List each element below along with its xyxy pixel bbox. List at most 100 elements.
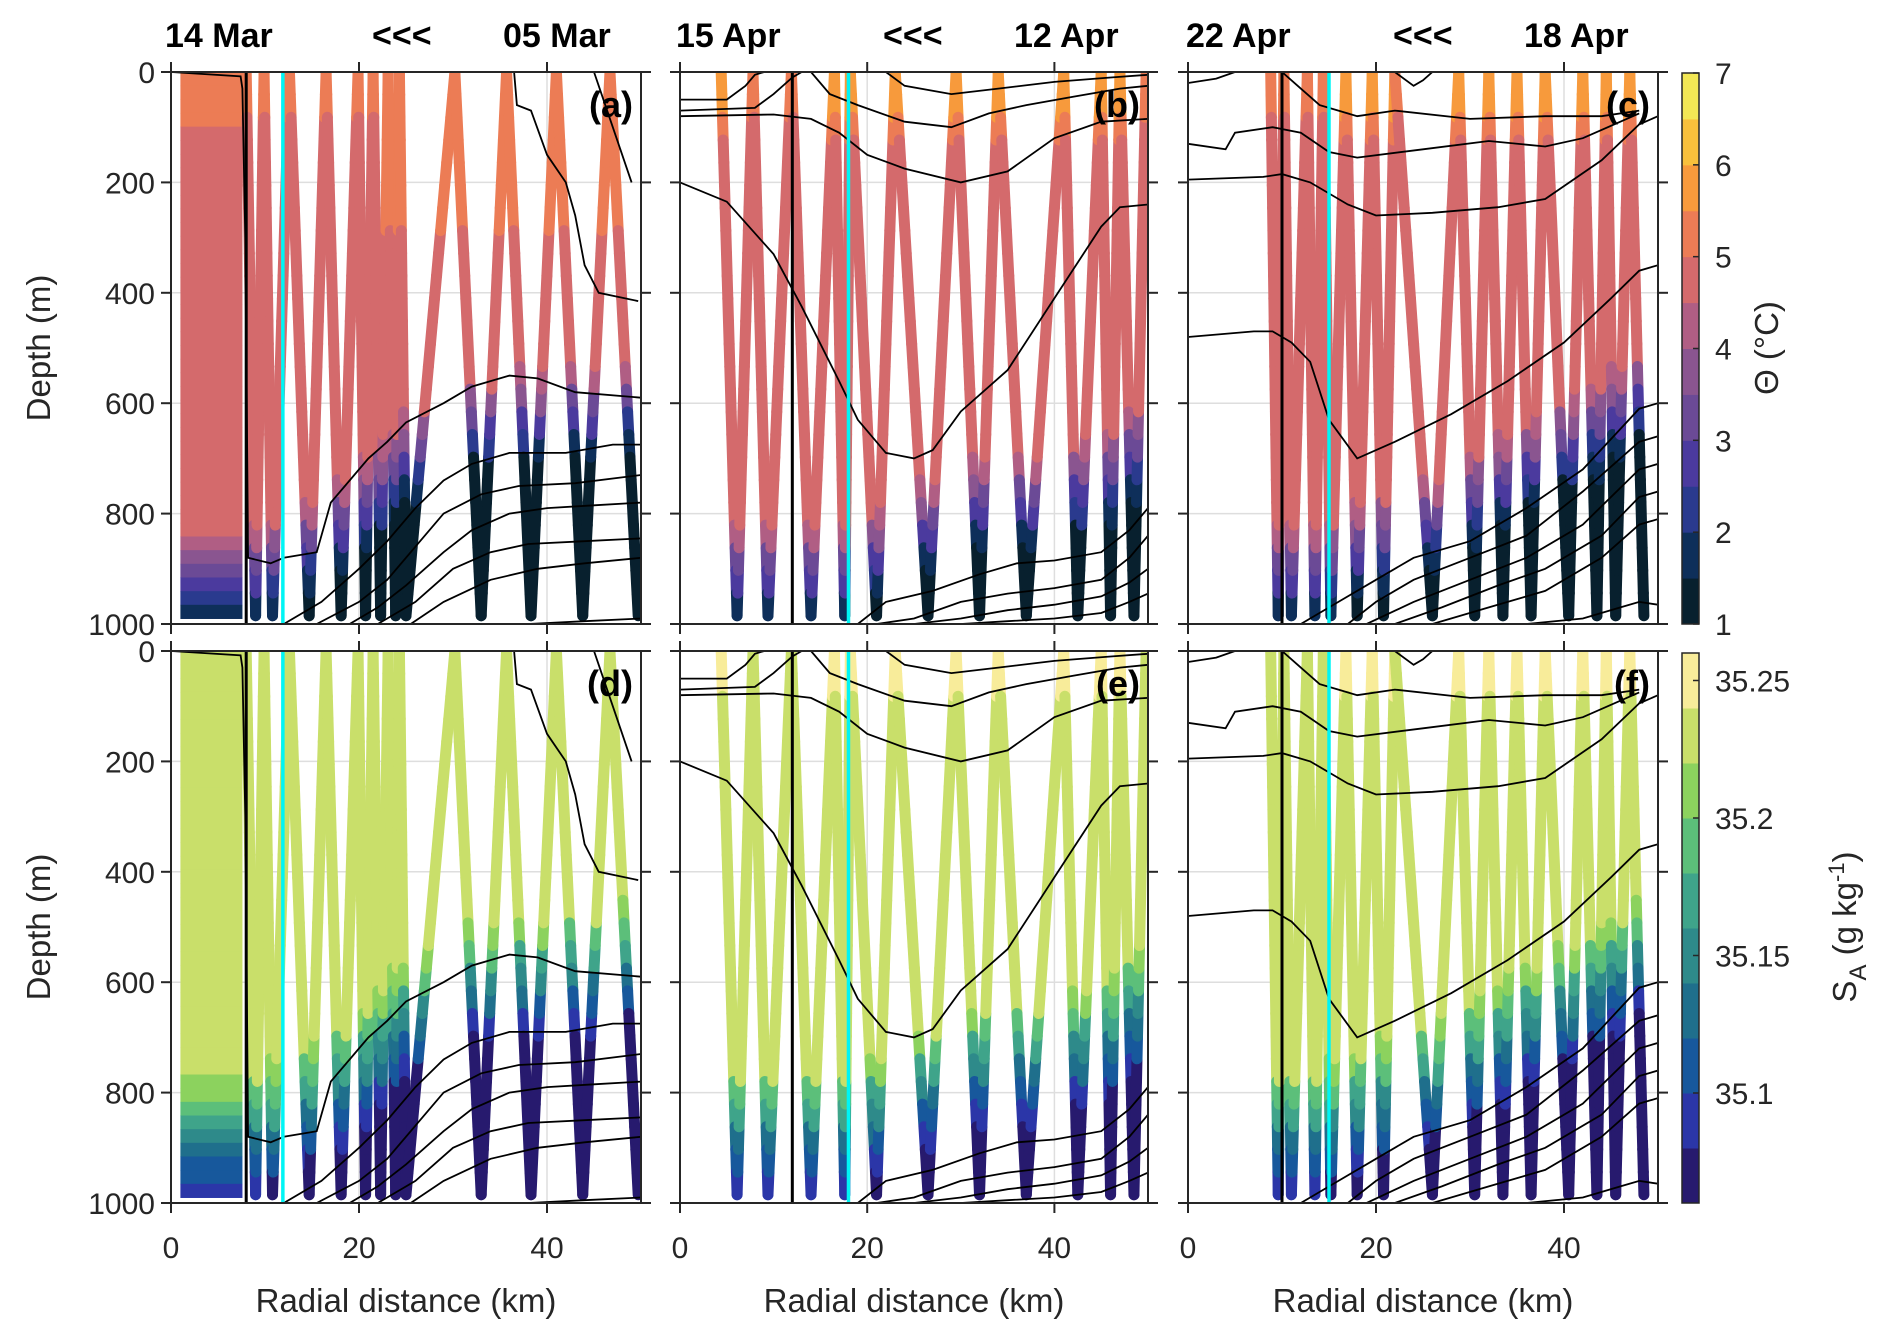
dense-profiles-segment bbox=[180, 550, 243, 565]
plot-area bbox=[1188, 72, 1658, 624]
y-tick-label: 0 bbox=[138, 57, 155, 90]
salinity-colorbar: 35.1 35.15 35.2 35.25 bbox=[1681, 652, 1790, 1204]
isopycnal-contour bbox=[1188, 843, 1658, 1039]
dense-profiles-segment bbox=[180, 828, 243, 843]
dense-profiles-segment bbox=[180, 801, 243, 816]
isopycnal-contour bbox=[1281, 72, 1640, 120]
colorbar-tick-label: 35.15 bbox=[1715, 941, 1790, 974]
colorbar-tick-label: 4 bbox=[1715, 334, 1732, 367]
dense-profiles-segment bbox=[180, 773, 243, 789]
isopycnal-contour bbox=[857, 507, 1148, 624]
isopycnal-contour bbox=[1300, 981, 1658, 1203]
isopycnal-contour bbox=[885, 72, 1148, 96]
colorbar-level bbox=[1682, 118, 1699, 166]
isopycnal-contour bbox=[593, 651, 633, 762]
dense-profiles-segment bbox=[180, 112, 243, 128]
isopycnal-contour bbox=[1394, 72, 1433, 87]
isopycnal-contour bbox=[513, 72, 639, 302]
dense-profiles-segment bbox=[180, 194, 243, 210]
dense-profiles-segment bbox=[180, 746, 243, 761]
isopycnal-contour bbox=[1394, 651, 1433, 666]
isopycnal-contour bbox=[680, 72, 803, 112]
colorbar-level bbox=[1682, 708, 1699, 764]
isopycnal-contour bbox=[680, 181, 1148, 460]
dense-profiles-segment bbox=[180, 85, 243, 100]
glider-profiles bbox=[240, 72, 641, 622]
y-tick-label: 1000 bbox=[88, 609, 155, 642]
isopycnal-contour bbox=[1188, 72, 1236, 84]
colorbar-tick-label: 35.2 bbox=[1715, 803, 1773, 836]
dense-profiles-segment bbox=[180, 509, 243, 524]
x-tick-label: 20 bbox=[851, 1232, 884, 1265]
date-end-a: 05 Mar bbox=[503, 17, 611, 55]
isopycnal-contour bbox=[377, 537, 641, 624]
panel-label-a: (a) bbox=[589, 84, 633, 125]
isopycnal-contour bbox=[593, 72, 633, 183]
y-tick-label: 200 bbox=[105, 167, 155, 200]
dense-profiles-segment bbox=[180, 263, 243, 278]
colorbar-tick-label: 35.25 bbox=[1715, 666, 1790, 699]
colorbar-level bbox=[1682, 348, 1699, 395]
isopycnal-contour bbox=[960, 1171, 1148, 1203]
y-tick-label: 400 bbox=[105, 278, 155, 311]
dense-profiles-segment bbox=[180, 99, 243, 114]
y-tick-label: 800 bbox=[105, 1078, 155, 1111]
y-tick-label: 800 bbox=[105, 499, 155, 532]
dense-profiles-segment bbox=[180, 140, 243, 155]
dense-profiles-segment bbox=[180, 468, 243, 483]
dense-profiles-segment bbox=[180, 965, 243, 980]
dense-profiles-segment bbox=[180, 1006, 243, 1021]
panel-f: 0 20 40 (f) bbox=[1178, 641, 1668, 1265]
dense-profiles-segment bbox=[180, 153, 243, 169]
isopycnal-contour bbox=[680, 651, 803, 691]
isopycnal-contour bbox=[283, 443, 641, 624]
dense-profiles-segment bbox=[180, 978, 243, 994]
isopycnal-contour bbox=[316, 1053, 641, 1203]
dense-profiles-segment bbox=[180, 1047, 243, 1062]
isopycnal-contour bbox=[1432, 518, 1658, 624]
y-tick-label: 1000 bbox=[88, 1188, 155, 1221]
isopycnal-contour bbox=[960, 592, 1148, 624]
dense-profiles-segment bbox=[180, 536, 243, 551]
isopycnal-contour bbox=[316, 474, 641, 624]
colorbar-level bbox=[1682, 1148, 1699, 1204]
colorbar-frame bbox=[1681, 652, 1700, 1204]
date-arrow-c: <<< bbox=[1393, 17, 1453, 55]
panel-label-c: (c) bbox=[1606, 84, 1650, 125]
dense-profiles-segment bbox=[180, 1156, 243, 1171]
dense-profiles-segment bbox=[180, 399, 243, 415]
isopycnal-contour bbox=[876, 1114, 1148, 1203]
dense-profiles-segment bbox=[180, 276, 243, 292]
dense-profiles-segment bbox=[180, 705, 243, 720]
y-tick-label: 400 bbox=[105, 857, 155, 890]
dense-profiles-segment bbox=[180, 181, 243, 196]
isopycnal-contour bbox=[680, 760, 1148, 1039]
date-start-c: 22 Apr bbox=[1186, 17, 1291, 55]
colorbar-level bbox=[1682, 1038, 1699, 1094]
colorbar-level bbox=[1682, 578, 1699, 625]
x-tick-label: 20 bbox=[1359, 1232, 1392, 1265]
isopycnal-contour bbox=[1526, 600, 1658, 624]
isopycnal-contour bbox=[680, 113, 1148, 184]
dense-profiles-segment bbox=[180, 896, 243, 912]
panel-label-b: (b) bbox=[1094, 84, 1140, 125]
dense-profiles-segment bbox=[180, 604, 243, 619]
dense-profiles-segment bbox=[180, 440, 243, 456]
isopycnal-contour bbox=[1188, 694, 1658, 796]
isopycnal-contour bbox=[1366, 463, 1658, 624]
isopycnal-contour bbox=[1188, 651, 1236, 663]
colorbar-level bbox=[1682, 302, 1699, 349]
salinity-label-main: S bbox=[1826, 981, 1863, 1003]
date-start-b: 15 Apr bbox=[676, 17, 781, 55]
date-arrow-a: <<< bbox=[372, 17, 432, 55]
x-tick-label: 0 bbox=[1180, 1232, 1197, 1265]
isopycnal-contour bbox=[1366, 1042, 1658, 1203]
colorbar-level bbox=[1682, 440, 1699, 487]
panel-label-d: (d) bbox=[587, 663, 633, 704]
isopycnal-contour bbox=[913, 1147, 1148, 1203]
dense-profiles-segment bbox=[180, 481, 243, 497]
isopycnal-contour bbox=[1188, 691, 1640, 738]
isopycnal-contour bbox=[513, 651, 639, 881]
dense-profiles-segment bbox=[180, 883, 243, 898]
